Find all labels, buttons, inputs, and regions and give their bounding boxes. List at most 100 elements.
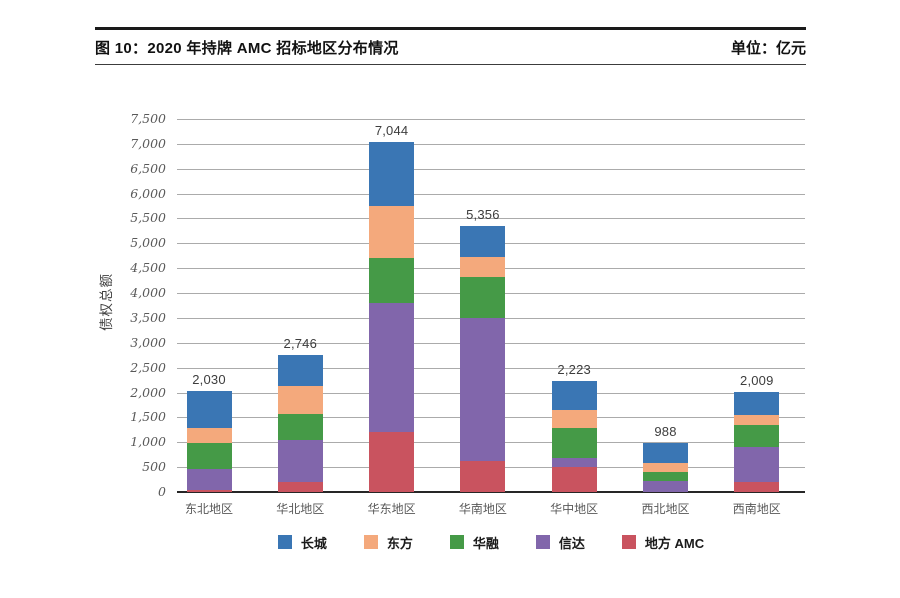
y-tick-label: 4,000 <box>130 285 166 301</box>
legend-item-信达: 信达 <box>535 533 585 552</box>
legend-label: 地方 AMC <box>644 535 705 551</box>
bar-华东地区 <box>369 141 415 492</box>
bar-segment-信达 <box>734 446 780 483</box>
legend-swatch-长城 <box>277 535 292 549</box>
y-tick-label: 3,000 <box>130 334 166 350</box>
y-tick-label: 2,000 <box>130 384 166 400</box>
figure-title: 图 10：2020 年持牌 AMC 招标地区分布情况 <box>95 39 399 57</box>
bar-segment-长城 <box>186 391 232 428</box>
bar-segment-信达 <box>277 439 323 483</box>
bar-segment-长城 <box>369 141 415 207</box>
y-tick-label: 2,500 <box>130 359 166 375</box>
bar-华北地区 <box>277 355 323 492</box>
y-tick-label: 5,500 <box>130 210 166 226</box>
bar-segment-信达 <box>643 481 688 492</box>
bar-total-label: 2,746 <box>283 336 318 352</box>
bar-segment-华融 <box>460 276 506 319</box>
bar-segment-东方 <box>643 463 688 473</box>
y-tick-label: 6,500 <box>130 160 166 176</box>
bar-segment-信达 <box>551 457 597 468</box>
bar-东北地区 <box>186 391 232 492</box>
header-divider <box>95 64 806 65</box>
gridline <box>177 193 805 195</box>
bar-西北地区 <box>643 442 688 492</box>
legend-label: 信达 <box>558 535 585 551</box>
bar-segment-东方 <box>277 386 323 415</box>
x-axis-label: 华北地区 <box>276 502 325 516</box>
x-axis-label: 西南地区 <box>732 502 781 516</box>
bar-segment-地方 AMC <box>369 432 415 492</box>
bar-segment-长城 <box>277 355 323 387</box>
legend-item-东方: 东方 <box>363 533 413 552</box>
figure-header: 图 10：2020 年持牌 AMC 招标地区分布情况 单位：亿元 <box>95 34 806 60</box>
y-tick-label: 0 <box>158 484 166 499</box>
bar-segment-东方 <box>551 409 597 429</box>
bar-total-label: 2,009 <box>740 373 774 389</box>
legend-label: 东方 <box>386 535 413 551</box>
x-axis-line <box>177 491 805 493</box>
y-tick-label: 3,500 <box>130 309 166 325</box>
y-tick-label: 5,000 <box>130 235 166 251</box>
bar-segment-地方 AMC <box>186 490 232 492</box>
bar-segment-东方 <box>369 206 415 259</box>
bar-segment-东方 <box>186 427 232 444</box>
bar-segment-地方 AMC <box>277 482 323 492</box>
plot-area: 2,030 东北地区 2,746 华北地区 7,044 华东地区 5,356 华南地区 2,22… <box>177 119 805 516</box>
x-axis-label: 华中地区 <box>550 502 599 516</box>
top-rule <box>95 27 806 30</box>
legend-item-地方 AMC: 地方 AMC <box>621 533 705 552</box>
y-tick-label: 1,500 <box>130 409 166 425</box>
bar-segment-华融 <box>186 443 232 469</box>
y-axis-ticks: 0 500 1,000 1,500 2,000 2,500 3,000 3,500 4,000 4… <box>108 112 166 499</box>
unit-label: 单位：亿元 <box>730 39 806 57</box>
bar-segment-华融 <box>277 414 323 440</box>
legend-swatch-信达 <box>535 535 550 549</box>
bar-total-label: 7,044 <box>374 122 409 138</box>
bar-segment-地方 AMC <box>460 460 506 492</box>
legend-item-长城: 长城 <box>277 533 327 552</box>
legend-label: 长城 <box>300 535 327 551</box>
bar-total-label: 988 <box>654 423 677 439</box>
legend-swatch-华融 <box>449 535 464 549</box>
bar-segment-长城 <box>460 225 506 257</box>
legend-item-华融: 华融 <box>449 533 499 552</box>
y-tick-label: 7,000 <box>130 135 166 151</box>
bar-西南地区 <box>734 392 780 492</box>
bar-segment-华融 <box>734 425 780 447</box>
bar-segment-东方 <box>460 256 506 277</box>
bar-华中地区 <box>551 381 597 492</box>
bar-segment-华融 <box>369 258 415 304</box>
gridline <box>177 143 805 145</box>
bar-segment-长城 <box>734 392 780 415</box>
bar-total-label: 2,030 <box>192 372 226 388</box>
y-tick-label: 6,000 <box>130 185 166 201</box>
legend-label: 华融 <box>472 535 499 551</box>
y-tick-label: 7,500 <box>130 111 166 126</box>
bar-segment-华融 <box>551 428 597 458</box>
y-tick-label: 500 <box>142 459 166 475</box>
bar-segment-地方 AMC <box>551 467 597 492</box>
x-axis-label: 华东地区 <box>367 502 416 516</box>
bar-segment-信达 <box>186 468 232 491</box>
bar-total-label: 2,223 <box>557 362 591 378</box>
bar-segment-信达 <box>460 318 506 461</box>
bar-total-label: 5,356 <box>466 206 500 222</box>
bar-segment-华融 <box>643 472 688 482</box>
bar-segment-地方 AMC <box>734 482 780 492</box>
x-axis-label: 东北地区 <box>184 502 233 516</box>
x-axis-label: 华南地区 <box>458 502 507 516</box>
y-tick-label: 4,500 <box>130 260 166 276</box>
gridline <box>177 218 805 220</box>
chart-legend: 长城 东方 华融 信达 地方 AMC <box>177 531 805 553</box>
bar-segment-长城 <box>551 381 597 410</box>
y-tick-label: 1,000 <box>130 434 166 450</box>
legend-swatch-东方 <box>363 535 378 549</box>
x-axis-label: 西北地区 <box>641 502 690 516</box>
gridline <box>177 168 805 170</box>
bar-segment-信达 <box>369 303 415 433</box>
bar-segment-长城 <box>643 442 688 464</box>
bar-segment-东方 <box>734 414 780 426</box>
bar-华南地区 <box>460 225 506 492</box>
legend-swatch-地方 AMC <box>621 535 636 549</box>
